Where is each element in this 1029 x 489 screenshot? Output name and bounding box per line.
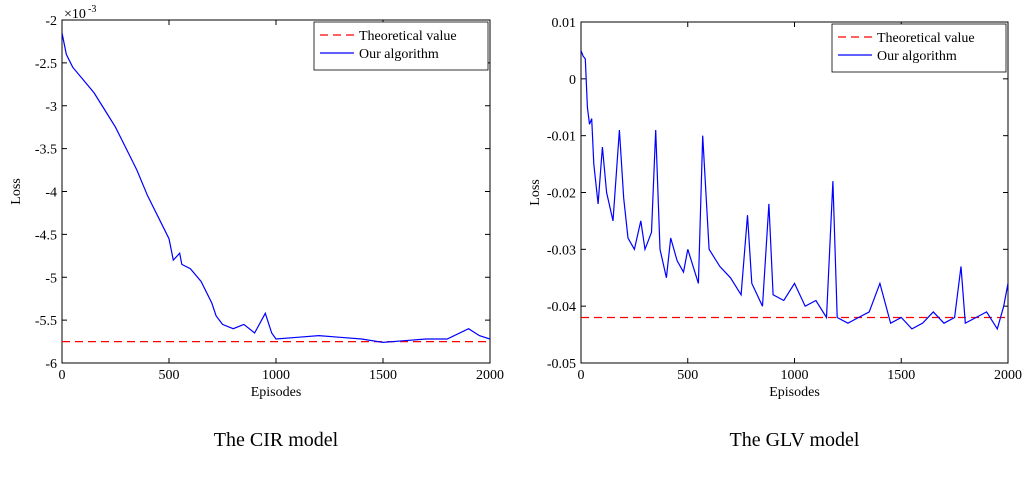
y-tick-label: -2.5 <box>35 57 57 72</box>
y-axis-label: Loss <box>9 178 24 204</box>
x-tick-label: 1500 <box>369 368 397 383</box>
legend-label: Theoretical value <box>359 29 457 44</box>
y-tick-label: -0.05 <box>547 357 576 372</box>
y-axis-label: Loss <box>528 179 543 205</box>
series-line <box>62 32 490 344</box>
y-tick-label: -2 <box>45 14 57 29</box>
x-axis-label: Episodes <box>251 385 302 400</box>
legend-box <box>831 23 1007 73</box>
x-tick-label: 0 <box>578 368 585 383</box>
legend-box <box>313 21 489 71</box>
caption: The GLV model <box>730 429 860 451</box>
y-multiplier-exp: -3 <box>88 4 96 15</box>
y-tick-label: -5.5 <box>35 314 57 329</box>
x-tick-label: 2000 <box>994 368 1022 383</box>
y-multiplier: ×10 <box>64 7 86 22</box>
y-tick-label: -0.03 <box>547 243 576 258</box>
y-tick-label: -6 <box>45 357 57 372</box>
y-tick-label: -5 <box>45 271 57 286</box>
y-tick-label: -3.5 <box>35 143 57 158</box>
x-tick-label: 1000 <box>781 368 809 383</box>
legend-label: Our algorithm <box>359 47 439 62</box>
series-line <box>581 50 1008 331</box>
x-axis-label: Episodes <box>769 385 820 400</box>
plot-frame <box>580 21 1009 364</box>
y-tick-label: -4 <box>45 186 57 201</box>
y-tick-label: -0.04 <box>547 300 576 315</box>
x-tick-label: 0 <box>59 368 66 383</box>
caption: The CIR model <box>214 429 339 451</box>
plot-frame <box>61 19 491 364</box>
x-tick-label: 500 <box>159 368 180 383</box>
x-tick-label: 1500 <box>887 368 915 383</box>
x-tick-label: 1000 <box>262 368 290 383</box>
y-tick-label: -0.02 <box>547 187 576 202</box>
y-tick-label: 0 <box>569 73 576 88</box>
x-tick-label: 500 <box>677 368 698 383</box>
y-tick-label: -4.5 <box>35 228 57 243</box>
x-tick-label: 2000 <box>476 368 504 383</box>
y-tick-label: -0.01 <box>547 130 576 145</box>
y-tick-label: -3 <box>45 100 57 115</box>
legend-label: Our algorithm <box>877 49 957 64</box>
legend-label: Theoretical value <box>877 31 975 46</box>
y-tick-label: 0.01 <box>552 16 577 31</box>
